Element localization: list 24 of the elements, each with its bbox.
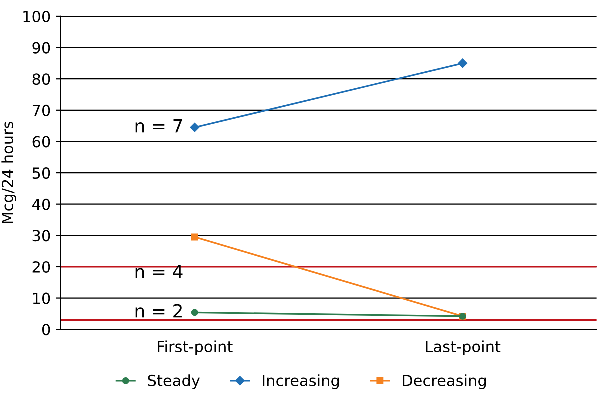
x-tick-label: First-point [158, 340, 233, 356]
y-tick-label: 60 [32, 136, 50, 148]
point [191, 309, 198, 316]
point [190, 123, 200, 132]
annotation: n = 7 [136, 119, 182, 133]
y-tick-label: 70 [32, 104, 50, 116]
legend-label: Increasing [263, 374, 340, 390]
legend-label: Decreasing [403, 374, 486, 390]
y-tick-label: 80 [32, 74, 50, 86]
y-tick-label: 50 [32, 168, 50, 180]
x-tick-label: Last-point [426, 340, 501, 356]
point [191, 234, 198, 241]
y-tick-label: 100 [24, 10, 50, 22]
y-tick-label: 10 [33, 292, 50, 304]
annotation: n = 2 [136, 304, 182, 318]
y-tick-label: 30 [32, 230, 50, 242]
y-tick-label: 40 [32, 198, 50, 210]
y-tick-label: 0 [42, 324, 50, 336]
point [458, 58, 468, 68]
y-axis-title: Mcg/24 hours [2, 122, 16, 224]
annotation: n = 4 [136, 265, 183, 278]
y-tick-label: 90 [32, 42, 50, 54]
y-tick-label: 20 [32, 261, 50, 273]
legend-label: Steady [148, 374, 200, 390]
